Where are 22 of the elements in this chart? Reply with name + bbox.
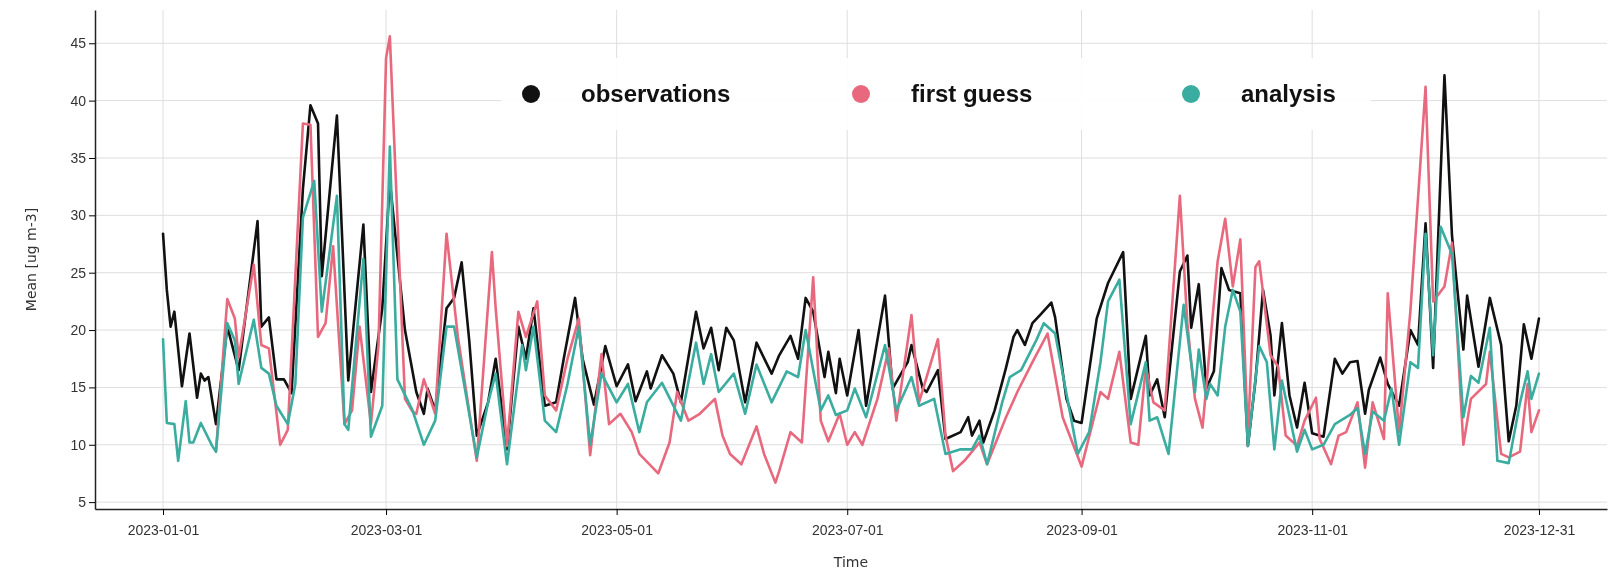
legend-label: observations (581, 80, 731, 108)
y-tick-label: 5 (78, 494, 87, 511)
x-tick-label: 2023-03-01 (350, 521, 423, 538)
x-tick-label: 2023-12-31 (1503, 521, 1576, 538)
y-tick-label: 45 (70, 35, 87, 52)
y-tick-label: 40 (70, 92, 87, 109)
line-series (161, 145, 1541, 466)
x-axis-title: Time (832, 554, 869, 570)
y-tick-label: 20 (70, 322, 87, 339)
y-tick-label: 30 (70, 207, 87, 224)
legend-label: analysis (1241, 80, 1336, 108)
y-tick-label: 10 (70, 436, 87, 453)
y-axis-title: Mean [ug m-3] (23, 207, 39, 312)
x-tick-label: 2023-01-01 (127, 521, 200, 538)
legend-label: first guess (911, 80, 1033, 108)
y-tick-label: 25 (70, 264, 87, 281)
x-tick-label: 2023-07-01 (811, 521, 884, 538)
y-tick-label: 15 (70, 379, 87, 396)
x-tick-label: 2023-05-01 (581, 521, 654, 538)
x-tick-label: 2023-09-01 (1046, 521, 1119, 538)
x-tick-label: 2023-11-01 (1277, 521, 1349, 538)
y-tick-label: 35 (70, 149, 87, 166)
